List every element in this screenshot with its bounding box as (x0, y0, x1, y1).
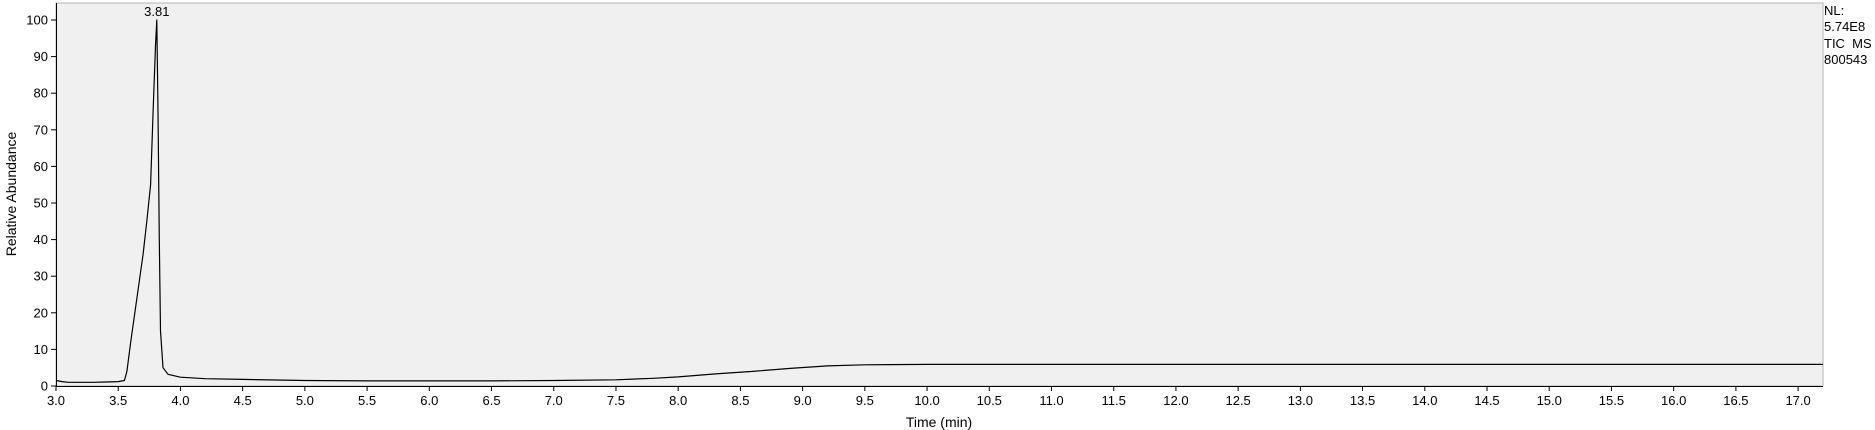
x-tick-label: 15.0 (1537, 393, 1562, 408)
x-tick-label: 12.0 (1163, 393, 1188, 408)
nl-label: NL: (1824, 3, 1845, 18)
x-tick-label: 5.5 (358, 393, 376, 408)
x-tick-label: 15.5 (1599, 393, 1624, 408)
y-tick-label: 20 (34, 305, 48, 320)
tic-trace-line (55, 19, 1823, 383)
x-tick-label: 8.5 (731, 393, 749, 408)
x-tick-label: 7.5 (607, 393, 625, 408)
y-tick-label: 30 (34, 269, 48, 284)
y-tick-label: 50 (34, 196, 48, 211)
y-tick-label: 70 (34, 122, 48, 137)
x-tick-label: 8.0 (669, 393, 687, 408)
y-tick-label: 40 (34, 232, 48, 247)
y-tick-label: 90 (34, 49, 48, 64)
y-tick-label: 60 (34, 159, 48, 174)
x-tick-label: 14.5 (1474, 393, 1499, 408)
x-tick-label: 10.0 (914, 393, 939, 408)
x-tick-label: 11.0 (1039, 393, 1063, 408)
x-tick-label: 6.5 (482, 393, 500, 408)
x-tick-label: 13.5 (1350, 393, 1375, 408)
x-tick-label: 3.0 (47, 393, 65, 408)
x-axis-title: Time (min) (906, 414, 972, 430)
x-tick-label: 4.5 (234, 393, 252, 408)
y-tick-label: 10 (34, 342, 48, 357)
trace-label: TIC MS (1824, 36, 1872, 51)
x-tick-label: 12.5 (1225, 393, 1250, 408)
y-axis-title: Relative Abundance (3, 132, 19, 257)
x-tick-label: 13.0 (1288, 393, 1313, 408)
y-tick-label: 100 (26, 13, 48, 28)
x-tick-label: 10.5 (977, 393, 1002, 408)
x-tick-label: 17.0 (1785, 393, 1810, 408)
sample-id: 800543 (1824, 52, 1868, 67)
x-tick-label: 14.0 (1412, 393, 1437, 408)
x-tick-label: 16.5 (1723, 393, 1748, 408)
x-tick-label: 16.0 (1661, 393, 1686, 408)
x-tick-label: 5.0 (296, 393, 314, 408)
x-tick-label: 7.0 (545, 393, 563, 408)
peak-labels: 3.81 (144, 4, 169, 19)
x-tick-label: 3.5 (109, 393, 127, 408)
y-tick-label: 80 (34, 86, 48, 101)
x-axis: 3.0 3.5 4.0 4.5 5.0 5.5 6.0 6.5 7.0 7.5 8.0 8.5 9.0 9… (47, 386, 1811, 408)
x-tick-label: 9.0 (794, 393, 812, 408)
nl-value: 5.74E8 (1824, 19, 1866, 34)
x-tick-label: 6.0 (420, 393, 438, 408)
x-tick-label: 4.0 (171, 393, 189, 408)
x-tick-label: 11.5 (1102, 393, 1126, 408)
plot-area (55, 2, 1824, 387)
y-tick-label: 0 (41, 379, 48, 394)
y-axis: 0 10 20 30 40 50 60 70 80 90 100 (26, 13, 56, 394)
peak-label: 3.81 (144, 4, 169, 19)
x-tick-label: 9.5 (856, 393, 874, 408)
